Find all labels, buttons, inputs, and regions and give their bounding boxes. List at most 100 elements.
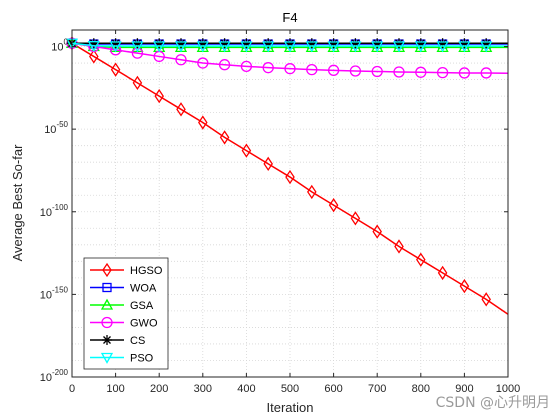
legend-label: WOA (130, 283, 157, 295)
series-gwo (66, 37, 509, 79)
x-tick-label: 1000 (496, 383, 520, 395)
x-tick-label: 700 (368, 383, 386, 395)
data-point-pso (480, 41, 493, 53)
y-tick-label: 10-150 (40, 285, 69, 301)
data-point-hgso (481, 292, 491, 307)
legend-box (83, 257, 169, 370)
x-tick-label: 100 (106, 383, 124, 395)
data-point-hgso (307, 184, 317, 200)
data-point-hgso (328, 197, 339, 213)
data-point-hgso (241, 143, 252, 158)
data-point-pso (305, 41, 318, 53)
data-point-pso (436, 41, 449, 53)
data-point-hgso (394, 239, 404, 254)
data-point-gwo (371, 65, 383, 78)
legend-label: GWO (130, 318, 158, 330)
data-point-pso (240, 41, 253, 53)
data-point-pso (349, 41, 362, 53)
legend-item: GWO (90, 316, 158, 330)
data-point-hgso (263, 156, 273, 172)
data-point-pso (283, 41, 297, 53)
data-point-hgso (437, 265, 448, 281)
data-point-gwo (240, 60, 253, 73)
data-point-hgso (154, 88, 164, 104)
data-point-gwo (393, 66, 405, 78)
data-point-hgso (176, 102, 186, 117)
legend-item: WOA (90, 283, 157, 295)
data-point-gwo (197, 57, 209, 69)
series-pso (65, 38, 508, 53)
legend-label: PSO (130, 353, 154, 365)
data-point-hgso (132, 75, 143, 91)
data-point-gwo (458, 67, 471, 79)
data-point-pso (371, 41, 384, 53)
data-point-pso (327, 41, 340, 53)
data-point-hgso (372, 224, 382, 239)
legend-label: GSA (130, 300, 154, 312)
legend-label: CS (130, 335, 145, 347)
data-point-pso (218, 41, 231, 53)
data-point-hgso (459, 278, 470, 294)
x-tick-label: 900 (455, 383, 473, 395)
data-point-gwo (218, 59, 231, 71)
data-point-pso (196, 41, 209, 53)
data-point-gwo (175, 54, 187, 66)
legend-item: GSA (90, 298, 154, 312)
series-line-gwo (71, 42, 509, 75)
data-point-hgso (416, 252, 426, 267)
data-point-gwo (262, 62, 274, 74)
chart-title: F4 (282, 10, 297, 25)
data-point-pso (414, 41, 427, 53)
legend-marker (102, 262, 112, 278)
legend-marker (101, 316, 113, 329)
legend: HGSO WOA GSA GWO CS PSO (83, 257, 169, 370)
series-line-hgso (71, 42, 509, 315)
data-point-pso (153, 41, 166, 53)
legend-item: HGSO (90, 262, 163, 278)
x-ticks: 0 100 200 300 400 500 600 700 800 900 1000 (69, 30, 520, 395)
data-point-pso (174, 41, 188, 53)
legend-marker (100, 298, 114, 310)
data-point-pso (392, 41, 406, 53)
x-tick-label: 600 (324, 383, 342, 395)
data-point-hgso (285, 169, 295, 185)
x-tick-label: 400 (237, 383, 255, 395)
series-hgso (67, 36, 509, 315)
legend-label: HGSO (130, 265, 163, 277)
y-tick-label: 100 (51, 38, 68, 54)
data-point-hgso (89, 49, 99, 64)
legend-marker (100, 352, 114, 364)
data-point-gwo (349, 65, 362, 77)
x-tick-label: 200 (150, 383, 168, 395)
data-point-hgso (198, 115, 208, 130)
y-tick-label: 10-200 (40, 368, 69, 384)
data-point-gwo (327, 64, 340, 76)
data-point-pso (458, 41, 471, 53)
data-point-gwo (415, 66, 427, 78)
data-point-pso (109, 41, 122, 53)
data-point-gwo (284, 63, 296, 75)
x-axis-label: Iteration (267, 400, 314, 415)
data-point-hgso (110, 62, 121, 77)
legend-marker (102, 282, 112, 293)
legend-item: CS (90, 335, 145, 347)
data-point-gwo (480, 67, 492, 79)
data-point-gwo (306, 64, 318, 76)
data-point-pso (87, 41, 100, 53)
x-tick-label: 0 (69, 383, 75, 395)
series-line-pso (71, 42, 508, 47)
data-point-pso (131, 41, 144, 53)
data-point-gwo (436, 66, 449, 79)
legend-item: PSO (90, 353, 154, 365)
y-axis-label: Average Best So-far (10, 144, 25, 261)
data-point-hgso (219, 130, 230, 145)
data-point-pso (262, 41, 275, 53)
y-ticks: 100 10-50 10-100 10-150 10-200 (40, 38, 508, 384)
x-tick-label: 800 (412, 383, 430, 395)
x-tick-label: 500 (281, 383, 299, 395)
data-point-hgso (350, 211, 361, 226)
y-tick-label: 10-100 (40, 203, 69, 219)
y-tick-label: 10-50 (44, 120, 68, 136)
legend-marker (102, 335, 112, 345)
